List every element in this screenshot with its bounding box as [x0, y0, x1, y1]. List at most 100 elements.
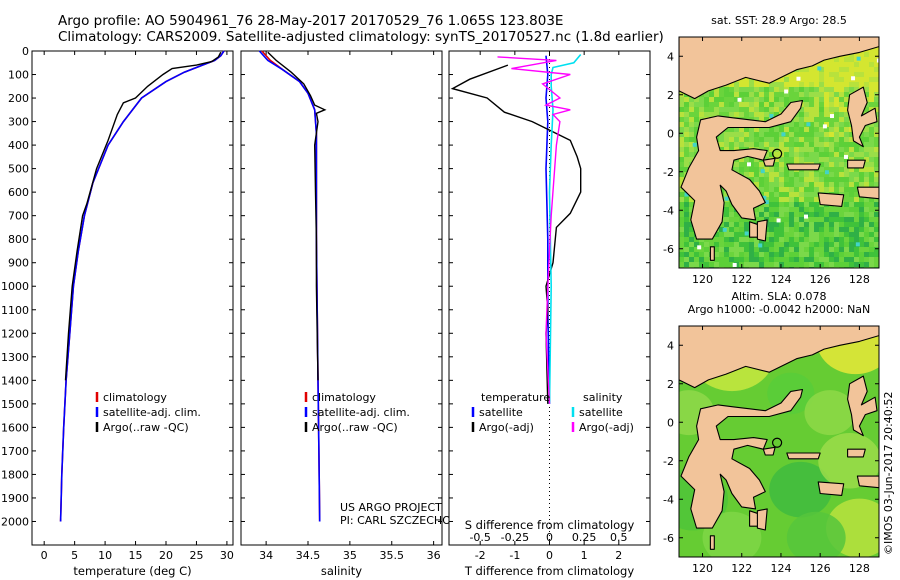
sst-cell	[764, 192, 769, 197]
sst-cell	[834, 207, 839, 212]
sst-cell	[774, 247, 779, 252]
sst-speckle	[697, 245, 702, 250]
sst-cell	[874, 237, 879, 242]
sst-cell	[754, 252, 759, 257]
map-frame	[678, 325, 880, 558]
sst-cell	[734, 222, 739, 227]
sst-cell	[774, 132, 779, 137]
sst-cell	[864, 137, 869, 142]
sst-cell	[869, 232, 874, 237]
sst-cell	[839, 107, 844, 112]
sst-cell	[719, 222, 724, 227]
sst-cell	[749, 167, 754, 172]
sst-cell	[804, 187, 809, 192]
sst-cell	[814, 62, 819, 67]
sst-cell	[874, 82, 879, 87]
depth-tick-label: 1200	[1, 327, 29, 340]
sst-cell	[794, 257, 799, 262]
sst-cell	[679, 192, 684, 197]
sst-cell	[749, 257, 754, 262]
sst-cell	[859, 52, 864, 57]
depth-tick-label: 1700	[1, 445, 29, 458]
sst-cell	[779, 242, 784, 247]
sst-cell	[869, 202, 874, 207]
sst-cell	[759, 252, 764, 257]
sst-cell	[744, 172, 749, 177]
sst-cell	[839, 82, 844, 87]
sst-cell	[734, 102, 739, 107]
sla-blob	[818, 433, 879, 489]
sst-cell	[829, 252, 834, 257]
sst-cell	[729, 262, 734, 267]
legend-label: Argo(-adj)	[579, 421, 634, 434]
sst-cell	[834, 137, 839, 142]
map-y-tick-label: -4	[663, 204, 674, 217]
sst-cell	[734, 112, 739, 117]
sst-cell	[804, 182, 809, 187]
series-line-satellite	[59, 50, 225, 522]
sst-cell	[849, 187, 854, 192]
sst-cell	[704, 92, 709, 97]
sst-cell	[839, 132, 844, 137]
sst-cell	[769, 87, 774, 92]
sst-cell	[844, 167, 849, 172]
sst-cell	[784, 197, 789, 202]
sst-cell	[774, 102, 779, 107]
sst-cell	[819, 97, 824, 102]
sst-cell	[874, 227, 879, 232]
sst-cell	[744, 102, 749, 107]
sst-cell	[679, 217, 684, 222]
sst-cell	[814, 222, 819, 227]
sst-cell	[739, 217, 744, 222]
sst-cell	[819, 222, 824, 227]
depth-tick-label: 1300	[1, 351, 29, 364]
sst-cell	[824, 222, 829, 227]
sst-cell	[764, 172, 769, 177]
sst-cell	[824, 92, 829, 97]
sst-cell	[844, 72, 849, 77]
sst-cell	[689, 102, 694, 107]
sst-cell	[859, 177, 864, 182]
sst-cell	[869, 62, 874, 67]
sst-cell	[774, 252, 779, 257]
sst-cell	[789, 202, 794, 207]
sst-cell	[704, 242, 709, 247]
sst-cell	[744, 262, 749, 267]
sst-cell	[754, 217, 759, 222]
sst-cell	[849, 257, 854, 262]
sst-cell	[789, 137, 794, 142]
sst-cell	[874, 182, 879, 187]
sst-cell	[804, 262, 809, 267]
sst-cell	[804, 152, 809, 157]
sst-cell	[844, 87, 849, 92]
sst-cell	[739, 87, 744, 92]
sst-cell	[854, 57, 859, 62]
sst-cell	[819, 237, 824, 242]
sst-cell	[849, 167, 854, 172]
sst-cell	[724, 237, 729, 242]
sst-cell	[739, 237, 744, 242]
sst-cell	[874, 162, 879, 167]
sst-cell	[789, 212, 794, 217]
sst-cell	[849, 147, 854, 152]
sst-cell	[689, 232, 694, 237]
sst-cell	[839, 77, 844, 82]
sst-cell	[709, 242, 714, 247]
sst-cell	[689, 242, 694, 247]
sst-cell	[869, 257, 874, 262]
sst-cell	[714, 107, 719, 112]
sst-cell	[714, 92, 719, 97]
sst-cell	[689, 97, 694, 102]
sst-cell	[829, 162, 834, 167]
sst-cell	[864, 242, 869, 247]
sst-cell	[719, 237, 724, 242]
sst-cell	[834, 132, 839, 137]
x-tick-label: 30	[220, 549, 234, 562]
sst-cell	[819, 227, 824, 232]
map-x-tick-label: 120	[692, 273, 713, 286]
sst-cell	[874, 247, 879, 252]
sst-cell	[704, 107, 709, 112]
sst-cell	[794, 82, 799, 87]
sst-cell	[854, 227, 859, 232]
sst-cell	[819, 177, 824, 182]
